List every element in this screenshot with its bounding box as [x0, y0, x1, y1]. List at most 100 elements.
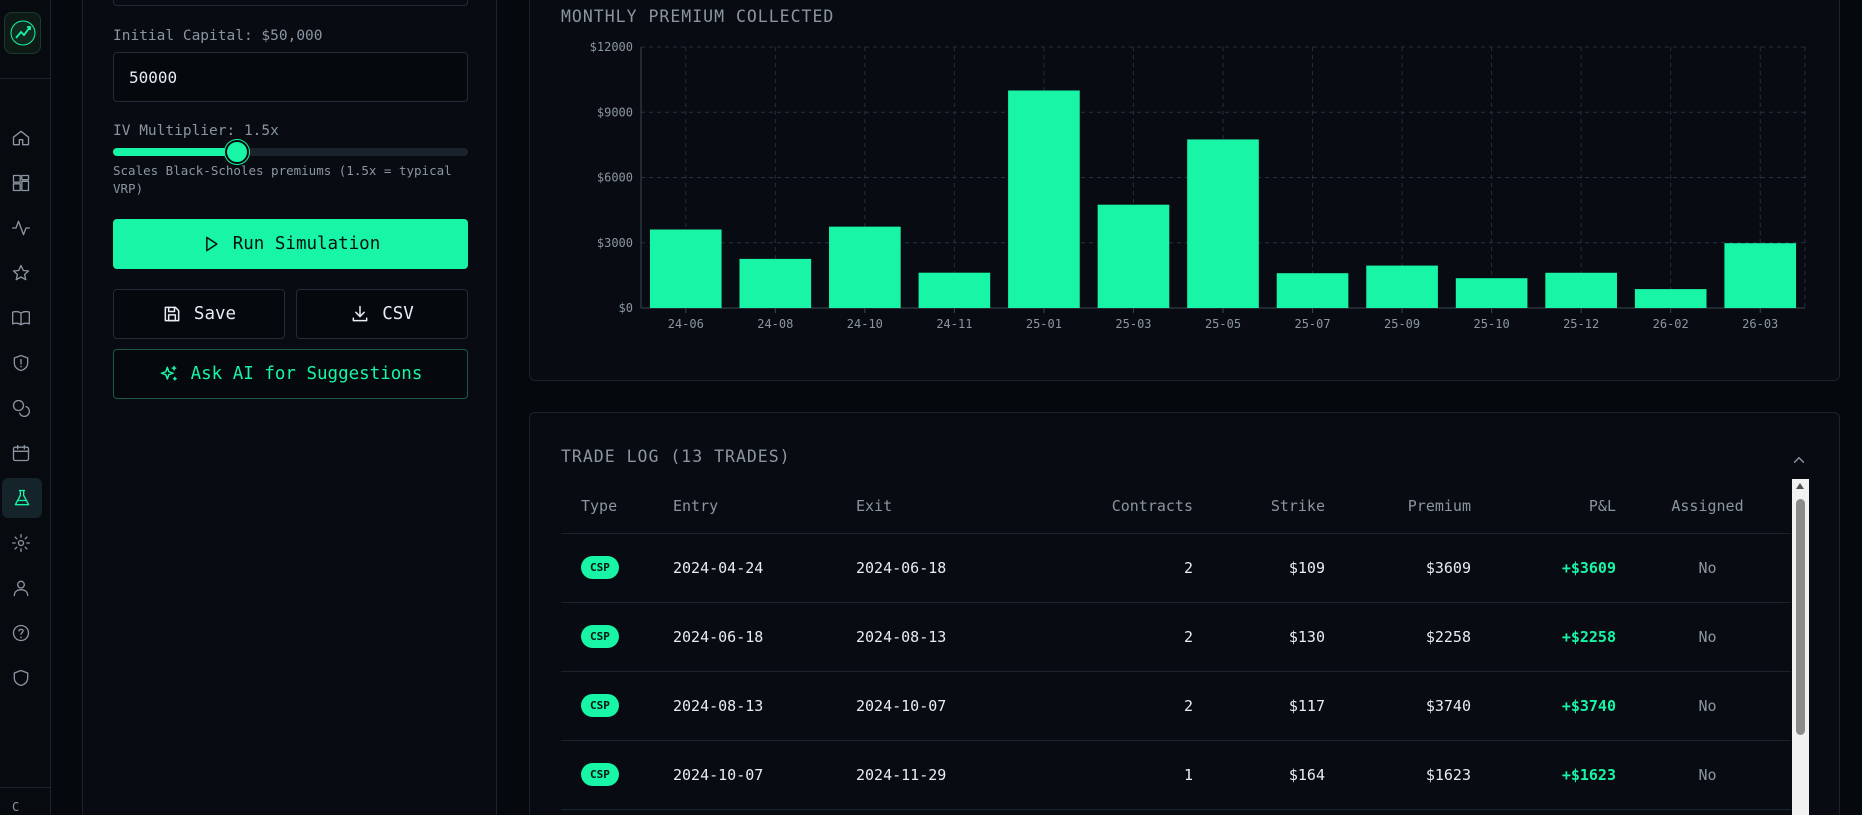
- table-header-row: Type Entry Exit Contracts Strike Premium…: [561, 479, 1791, 534]
- strike-cell: $117: [1201, 671, 1333, 741]
- star-icon[interactable]: [10, 262, 32, 284]
- csv-export-button[interactable]: CSV: [296, 289, 468, 339]
- entry-cell: 2024-10-07: [665, 740, 848, 810]
- contracts-cell: 2: [1018, 671, 1201, 741]
- monthly-premium-title: MONTHLY PREMIUM COLLECTED: [561, 7, 835, 26]
- initial-capital-label: Initial Capital: $50,000: [113, 28, 323, 44]
- assigned-cell: No: [1624, 533, 1791, 603]
- x-tick-label: 25-03: [1115, 317, 1151, 331]
- premium-cell: $2258: [1333, 602, 1479, 672]
- assigned-cell: No: [1624, 671, 1791, 741]
- premium-bar: [1455, 278, 1528, 308]
- x-tick-label: 25-09: [1384, 317, 1420, 331]
- app-logo[interactable]: [4, 12, 41, 54]
- slider-thumb[interactable]: [225, 140, 250, 164]
- contracts-cell: 2: [1018, 533, 1201, 603]
- exit-cell: 2024-06-18: [848, 533, 1018, 603]
- strike-cell: $164: [1201, 740, 1333, 810]
- previous-input-field[interactable]: [113, 0, 468, 6]
- save-icon: [164, 306, 180, 322]
- save-label: Save: [193, 304, 237, 324]
- save-button[interactable]: Save: [113, 289, 285, 339]
- entry-cell: 2024-06-18: [665, 602, 848, 672]
- table-row[interactable]: CSP 2024-08-13 2024-10-07 2 $117 $3740 +…: [561, 671, 1791, 741]
- calendar-icon[interactable]: [10, 442, 32, 464]
- book-icon[interactable]: [10, 307, 32, 329]
- premium-bar: [918, 272, 991, 308]
- contracts-cell: 2: [1018, 602, 1201, 672]
- initial-capital-input[interactable]: [113, 52, 468, 102]
- premium-cell: $1623: [1333, 740, 1479, 810]
- iv-multiplier-label: IV Multiplier: 1.5x: [113, 123, 279, 139]
- premium-bar: [649, 229, 722, 308]
- shield-alert-icon[interactable]: [10, 352, 32, 374]
- assigned-cell: No: [1624, 602, 1791, 672]
- trade-log-table-wrap: Type Entry Exit Contracts Strike Premium…: [561, 479, 1791, 815]
- run-simulation-button[interactable]: Run Simulation: [113, 219, 468, 269]
- play-icon: [205, 236, 218, 252]
- column-header[interactable]: Contracts: [1018, 479, 1201, 534]
- iv-multiplier-slider[interactable]: [113, 140, 468, 164]
- ask-ai-button[interactable]: Ask AI for Suggestions: [113, 349, 468, 399]
- sparkles-icon: [160, 365, 177, 381]
- run-simulation-label: Run Simulation: [232, 234, 381, 254]
- scrollbar-thumb[interactable]: [1796, 499, 1805, 735]
- x-tick-label: 25-05: [1205, 317, 1241, 331]
- premium-bar: [1724, 243, 1797, 308]
- scroll-up-arrow-icon[interactable]: [1796, 483, 1804, 489]
- strike-cell: $109: [1201, 533, 1333, 603]
- dashboard-icon[interactable]: [10, 172, 32, 194]
- shield-icon[interactable]: [10, 667, 32, 689]
- y-tick-label: $0: [619, 301, 633, 315]
- premium-bar: [1008, 90, 1080, 308]
- rail-divider: [0, 78, 51, 79]
- home-icon[interactable]: [10, 127, 32, 149]
- premium-bar: [1366, 265, 1438, 308]
- download-icon: [352, 305, 368, 322]
- premium-cell: $3740: [1333, 671, 1479, 741]
- rail-more-icon[interactable]: C: [12, 800, 20, 814]
- x-tick-label: 26-03: [1742, 317, 1778, 331]
- column-header[interactable]: Assigned: [1624, 479, 1791, 534]
- table-row[interactable]: CSP 2024-04-24 2024-06-18 2 $109 $3609 +…: [561, 533, 1791, 603]
- premium-bar: [739, 258, 812, 308]
- trade-log-title: TRADE LOG (13 TRADES): [561, 447, 791, 466]
- pnl-cell: +$3740: [1479, 671, 1624, 741]
- trade-log-card: TRADE LOG (13 TRADES) Type Entry Exit Co…: [529, 412, 1840, 815]
- user-icon[interactable]: [10, 577, 32, 599]
- table-row[interactable]: CSP 2024-10-07 2024-11-29 1 $164 $1623 +…: [561, 740, 1791, 810]
- trade-log-table: Type Entry Exit Contracts Strike Premium…: [561, 479, 1791, 810]
- premium-bar: [829, 226, 901, 308]
- help-icon[interactable]: [10, 622, 32, 644]
- simulation-config-panel: Initial Capital: $50,000 IV Multiplier: …: [82, 0, 497, 815]
- column-header[interactable]: Exit: [848, 479, 1018, 534]
- flask-icon[interactable]: [2, 478, 42, 518]
- y-tick-label: $3000: [597, 236, 633, 250]
- pnl-cell: +$3609: [1479, 533, 1624, 603]
- activity-icon[interactable]: [10, 217, 32, 239]
- logo-icon: [10, 20, 35, 46]
- settings-icon[interactable]: [10, 532, 32, 554]
- column-header[interactable]: Strike: [1201, 479, 1333, 534]
- column-header[interactable]: Type: [561, 479, 665, 534]
- premium-bar: [1097, 204, 1170, 308]
- type-badge: CSP: [581, 694, 619, 717]
- x-tick-label: 24-10: [847, 317, 883, 331]
- chevron-up-icon[interactable]: [1790, 451, 1808, 469]
- premium-bar: [1545, 272, 1617, 308]
- table-scrollbar[interactable]: [1792, 479, 1809, 815]
- table-row[interactable]: CSP 2024-06-18 2024-08-13 2 $130 $2258 +…: [561, 602, 1791, 672]
- exit-cell: 2024-11-29: [848, 740, 1018, 810]
- premium-bar: [1276, 273, 1349, 308]
- type-badge: CSP: [581, 625, 619, 648]
- coins-icon[interactable]: [10, 397, 32, 419]
- icon-rail: C: [0, 0, 51, 815]
- entry-cell: 2024-04-24: [665, 533, 848, 603]
- y-tick-label: $6000: [597, 171, 633, 185]
- column-header[interactable]: Entry: [665, 479, 848, 534]
- assigned-cell: No: [1624, 740, 1791, 810]
- column-header[interactable]: P&L: [1479, 479, 1624, 534]
- rail-divider: [0, 787, 51, 788]
- y-tick-label: $9000: [597, 105, 633, 119]
- column-header[interactable]: Premium: [1333, 479, 1479, 534]
